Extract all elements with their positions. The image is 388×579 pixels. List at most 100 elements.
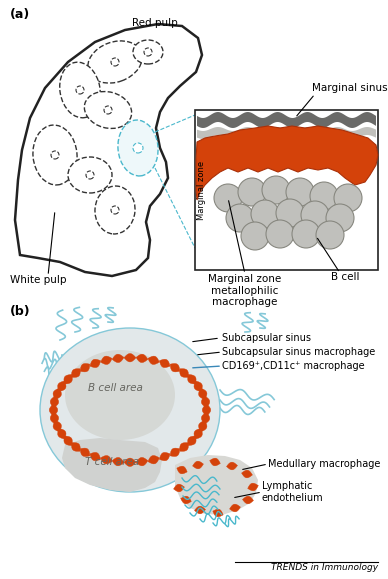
Polygon shape	[124, 458, 136, 467]
Polygon shape	[194, 428, 202, 439]
Polygon shape	[112, 457, 124, 466]
Ellipse shape	[104, 106, 112, 114]
Circle shape	[310, 182, 338, 210]
Polygon shape	[58, 428, 66, 439]
Polygon shape	[177, 466, 187, 474]
Text: (a): (a)	[10, 8, 30, 21]
Polygon shape	[170, 364, 180, 372]
Polygon shape	[58, 381, 66, 391]
Ellipse shape	[133, 40, 163, 64]
Polygon shape	[80, 364, 90, 372]
Polygon shape	[50, 396, 59, 408]
Polygon shape	[181, 496, 191, 504]
Ellipse shape	[133, 143, 143, 153]
Polygon shape	[199, 420, 207, 432]
Text: Marginal zone: Marginal zone	[197, 160, 206, 219]
Circle shape	[334, 184, 362, 212]
Polygon shape	[112, 354, 124, 362]
Polygon shape	[170, 448, 180, 456]
Polygon shape	[148, 456, 159, 464]
Polygon shape	[242, 470, 253, 478]
Text: (b): (b)	[10, 305, 31, 318]
Ellipse shape	[144, 48, 152, 56]
Circle shape	[226, 204, 254, 232]
Ellipse shape	[86, 171, 94, 179]
Polygon shape	[72, 443, 80, 451]
Ellipse shape	[33, 125, 77, 185]
Polygon shape	[173, 484, 184, 492]
Circle shape	[316, 221, 344, 249]
Polygon shape	[64, 436, 72, 446]
Text: Lymphatic
endothelium: Lymphatic endothelium	[262, 481, 324, 503]
Ellipse shape	[76, 86, 84, 94]
Polygon shape	[180, 443, 189, 451]
Polygon shape	[15, 24, 202, 276]
Circle shape	[326, 204, 354, 232]
Polygon shape	[194, 506, 206, 514]
Text: CD169⁺,CD11c⁺ macrophage: CD169⁺,CD11c⁺ macrophage	[222, 361, 365, 371]
Polygon shape	[242, 496, 253, 504]
Polygon shape	[90, 360, 100, 368]
Bar	[195, 110, 378, 270]
Circle shape	[276, 199, 304, 227]
Circle shape	[238, 178, 266, 206]
Ellipse shape	[65, 350, 175, 440]
Polygon shape	[197, 127, 376, 139]
Polygon shape	[197, 112, 376, 128]
Polygon shape	[148, 356, 159, 364]
Polygon shape	[230, 504, 241, 512]
Polygon shape	[213, 509, 223, 517]
Polygon shape	[159, 452, 170, 461]
Text: TRENDS in Immunology: TRENDS in Immunology	[271, 563, 378, 573]
Polygon shape	[100, 456, 112, 464]
Polygon shape	[62, 438, 162, 492]
Text: T cell area: T cell area	[85, 457, 139, 467]
Polygon shape	[53, 388, 61, 400]
Ellipse shape	[51, 151, 59, 159]
Text: Marginal zone
metallophilic
macrophage: Marginal zone metallophilic macrophage	[208, 274, 282, 307]
Ellipse shape	[68, 157, 112, 193]
Circle shape	[262, 176, 290, 204]
Polygon shape	[175, 455, 258, 515]
Text: Red pulp: Red pulp	[132, 18, 178, 28]
Polygon shape	[49, 404, 58, 416]
Ellipse shape	[111, 206, 119, 214]
Polygon shape	[136, 457, 148, 466]
Circle shape	[241, 222, 269, 250]
Polygon shape	[72, 369, 80, 378]
Circle shape	[292, 220, 320, 248]
Polygon shape	[201, 412, 210, 424]
Polygon shape	[201, 396, 210, 408]
Text: B cell: B cell	[331, 272, 359, 282]
Polygon shape	[80, 448, 90, 456]
Text: B cell area: B cell area	[88, 383, 142, 393]
Polygon shape	[192, 461, 203, 469]
Circle shape	[286, 178, 314, 206]
Text: Marginal sinus: Marginal sinus	[312, 83, 388, 93]
Text: Subcapsular sinus: Subcapsular sinus	[222, 333, 311, 343]
Polygon shape	[202, 404, 211, 416]
Polygon shape	[248, 483, 258, 491]
Circle shape	[301, 201, 329, 229]
Polygon shape	[188, 375, 196, 384]
Ellipse shape	[118, 120, 158, 176]
Polygon shape	[53, 420, 61, 432]
Polygon shape	[188, 436, 196, 446]
Ellipse shape	[111, 58, 119, 66]
Polygon shape	[159, 360, 170, 368]
Circle shape	[251, 200, 279, 228]
Text: Medullary macrophage: Medullary macrophage	[268, 459, 380, 469]
Circle shape	[266, 220, 294, 248]
Polygon shape	[180, 369, 189, 378]
Circle shape	[214, 184, 242, 212]
Polygon shape	[90, 452, 100, 461]
Ellipse shape	[60, 62, 100, 118]
Polygon shape	[50, 412, 59, 424]
Ellipse shape	[84, 91, 132, 129]
Polygon shape	[227, 462, 237, 470]
Polygon shape	[100, 356, 112, 364]
Text: Subcapsular sinus macrophage: Subcapsular sinus macrophage	[222, 347, 375, 357]
Ellipse shape	[95, 186, 135, 234]
Polygon shape	[196, 126, 378, 200]
Ellipse shape	[88, 41, 142, 83]
